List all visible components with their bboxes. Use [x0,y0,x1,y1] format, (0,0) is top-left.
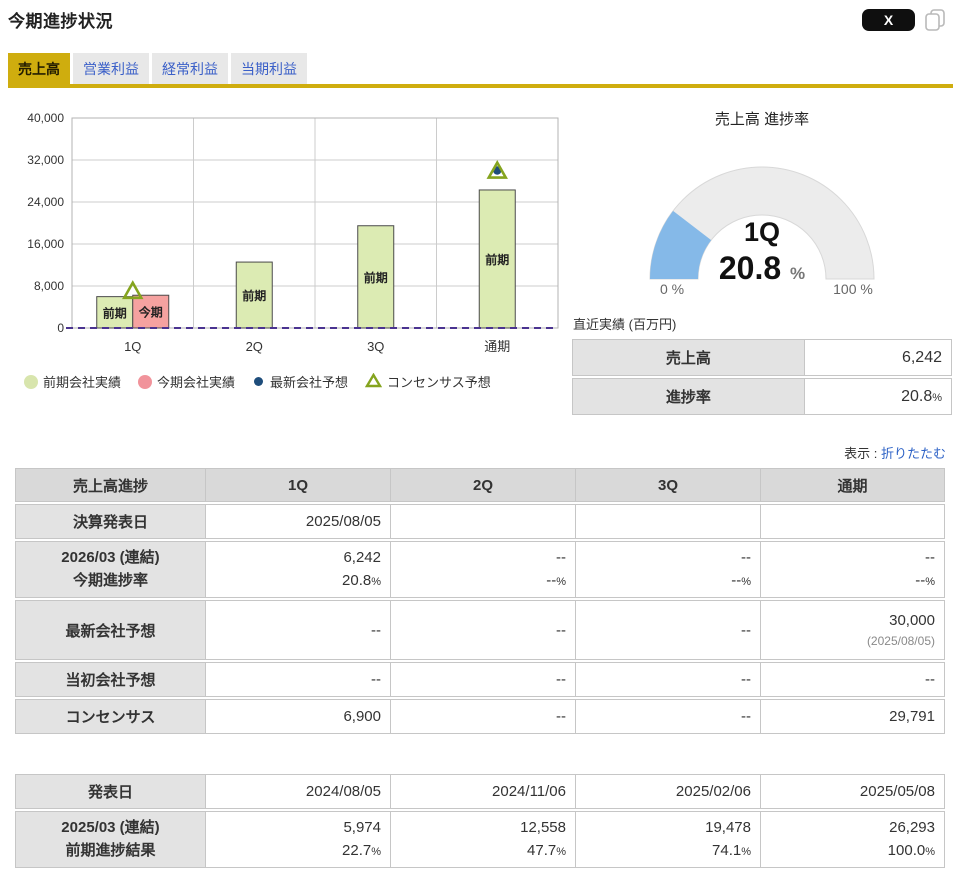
recent-results-label: 直近実績 (百万円) [573,317,677,332]
svg-text:前期: 前期 [103,305,127,320]
svg-text:通期: 通期 [484,339,510,354]
tab-revenue[interactable]: 売上高 [8,53,70,84]
col-header-3q: 3Q [575,468,760,502]
svg-text:16,000: 16,000 [27,237,64,251]
svg-text:40,000: 40,000 [27,111,64,125]
table-row: 進捗率 20.8% [572,378,952,415]
metric-tabs: 売上高 営業利益 経常利益 当期利益 [8,53,953,84]
tab-net-profit[interactable]: 当期利益 [231,53,307,84]
tab-operating-profit[interactable]: 営業利益 [73,53,149,84]
table-header-row: 売上高進捗 1Q 2Q 3Q 通期 [15,468,945,502]
recent-revenue-label: 売上高 [572,339,804,376]
svg-text:前期: 前期 [485,252,509,267]
display-toggle-row: 表示 : 折りたたむ [0,443,946,462]
gauge-title: 売上高 進捗率 [714,111,810,128]
share-x-button[interactable]: X [862,9,915,31]
svg-text:24,000: 24,000 [27,195,64,209]
table-row: 売上高 6,242 [572,339,952,376]
tab-ordinary-profit[interactable]: 経常利益 [152,53,228,84]
legend-item-consensus: コンセンサス予想 [364,372,491,391]
consensus-row: コンセンサス 6,900 -- -- 29,791 [15,699,945,734]
page-title: 今期進捗状況 [8,12,113,31]
bar-chart-panel: 0 8,000 16,000 24,000 32,000 40,000 1Q 前期 今期 2Q 前期… [6,106,564,417]
previous-year-table: 発表日 2024/08/05 2024/11/06 2025/02/06 202… [15,772,945,870]
collapse-link[interactable]: 折りたたむ [880,446,946,461]
legend-item-prev: 前期会社実績 [24,372,121,391]
svg-text:8,000: 8,000 [34,279,64,293]
svg-text:100 %: 100 % [833,281,873,297]
svg-text:前期: 前期 [364,270,388,285]
initial-forecast-row: 当初会社予想 -- -- -- -- [15,662,945,697]
latest-forecast-dot-icon [254,377,264,386]
svg-text:20.8 %: 20.8 % [719,250,805,286]
chart-legend: 前期会社実績 今期会社実績 最新会社予想 コンセンサス予想 [24,372,564,391]
svg-text:1Q: 1Q [744,217,780,247]
svg-text:0 %: 0 % [660,281,684,297]
col-header-2q: 2Q [390,468,575,502]
svg-text:32,000: 32,000 [27,153,64,167]
col-header-1q: 1Q [205,468,390,502]
recent-revenue-value: 6,242 [803,339,952,376]
consensus-triangle-icon [364,372,383,391]
copy-icon [923,9,947,36]
svg-text:今期: 今期 [138,305,163,320]
gauge-panel: 売上高 進捗率 1Q 20.8 % 0 % 100 % 直近実績 (百万円) 売上高 … [572,106,952,417]
header: 今期進捗状況 X [0,0,961,33]
tab-underline [8,84,953,88]
copy-button[interactable] [923,7,947,33]
prev-actual-marker-icon [24,374,38,389]
corner-header: 売上高進捗 [15,468,205,502]
display-toggle-prefix: 表示 : [844,446,881,461]
legend-label: 最新会社予想 [270,375,349,390]
announce-date-row: 決算発表日 2025/08/05 [15,504,945,539]
recent-progress-value: 20.8% [803,378,952,415]
content-row: 0 8,000 16,000 24,000 32,000 40,000 1Q 前期 今期 2Q 前期… [6,106,952,417]
prev-progress-row: 2025/03 (連結) 前期進捗結果 5,974 22.7% 12,558 47.7… [15,811,945,868]
svg-text:前期: 前期 [242,288,266,303]
current-actual-marker-icon [138,374,153,389]
svg-text:0: 0 [57,321,64,335]
legend-item-latest-forecast: 最新会社予想 [252,372,348,391]
recent-progress-label: 進捗率 [572,378,804,415]
progress-table: 売上高進捗 1Q 2Q 3Q 通期 決算発表日 2025/08/05 2026/… [15,466,945,736]
svg-text:2Q: 2Q [246,339,263,354]
prev-announce-date-row: 発表日 2024/08/05 2024/11/06 2025/02/06 202… [15,774,945,809]
svg-text:1Q: 1Q [124,339,141,354]
latest-forecast-row: 最新会社予想 -- -- -- 30,000 (2025/08/05) [15,600,945,660]
current-progress-row: 2026/03 (連結) 今期進捗率 6,242 20.8% -- --% -- --%… [15,541,945,598]
legend-item-current: 今期会社実績 [138,372,235,391]
legend-label: コンセンサス予想 [387,375,491,390]
legend-label: 前期会社実績 [43,375,122,390]
legend-label: 今期会社実績 [157,375,236,390]
header-actions: X [862,7,947,33]
svg-text:3Q: 3Q [367,339,384,354]
recent-results-table: 売上高 6,242 進捗率 20.8% [572,337,952,417]
col-header-fy: 通期 [760,468,945,502]
